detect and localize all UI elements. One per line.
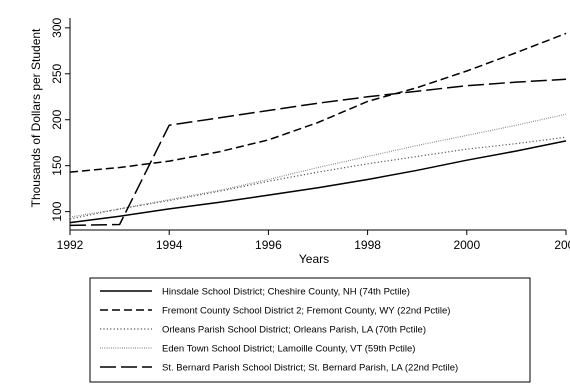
y-tick-label: 200	[50, 109, 64, 129]
y-axis-label: Thousands of Dollars per Student	[29, 28, 43, 207]
x-tick-label: 1994	[156, 238, 183, 252]
legend: Hinsdale School District; Cheshire Count…	[89, 277, 531, 383]
x-tick-label: 2000	[453, 238, 480, 252]
x-axis: 1992 1994 1996 1998 2000 200:	[57, 229, 570, 252]
x-tick-label: 1992	[57, 238, 84, 252]
legend-label-4: Eden Town School District; Lamoille Coun…	[162, 344, 415, 355]
legend-label-1: Hinsdale School District; Cheshire Count…	[162, 287, 410, 298]
series-line-5	[69, 78, 567, 227]
y-tick-label: 250	[50, 63, 64, 83]
legend-label-3: Orleans Parish School District; Orleans …	[162, 325, 426, 336]
x-tick-label: 1996	[255, 238, 282, 252]
y-axis: 100 150 200 250 300	[50, 18, 71, 230]
series-line-2	[69, 32, 567, 173]
plot-area	[70, 18, 566, 230]
y-tick-label: 100	[50, 201, 64, 221]
series-line-3	[69, 136, 567, 220]
series-line-4	[69, 113, 567, 218]
y-tick-label: 150	[50, 155, 64, 175]
x-tick-label: 200:	[554, 238, 570, 252]
x-tick-label: 1998	[354, 238, 381, 252]
y-tick-label: 300	[50, 18, 64, 38]
legend-label-2: Fremont County School District 2; Fremon…	[162, 306, 450, 317]
series-line-1	[69, 140, 567, 224]
legend-box	[89, 277, 531, 383]
plot-background	[70, 18, 566, 230]
x-axis-label: Years	[299, 252, 329, 266]
legend-label-5: St. Bernard Parish School District; St. …	[162, 363, 458, 374]
series-lines	[69, 32, 567, 227]
